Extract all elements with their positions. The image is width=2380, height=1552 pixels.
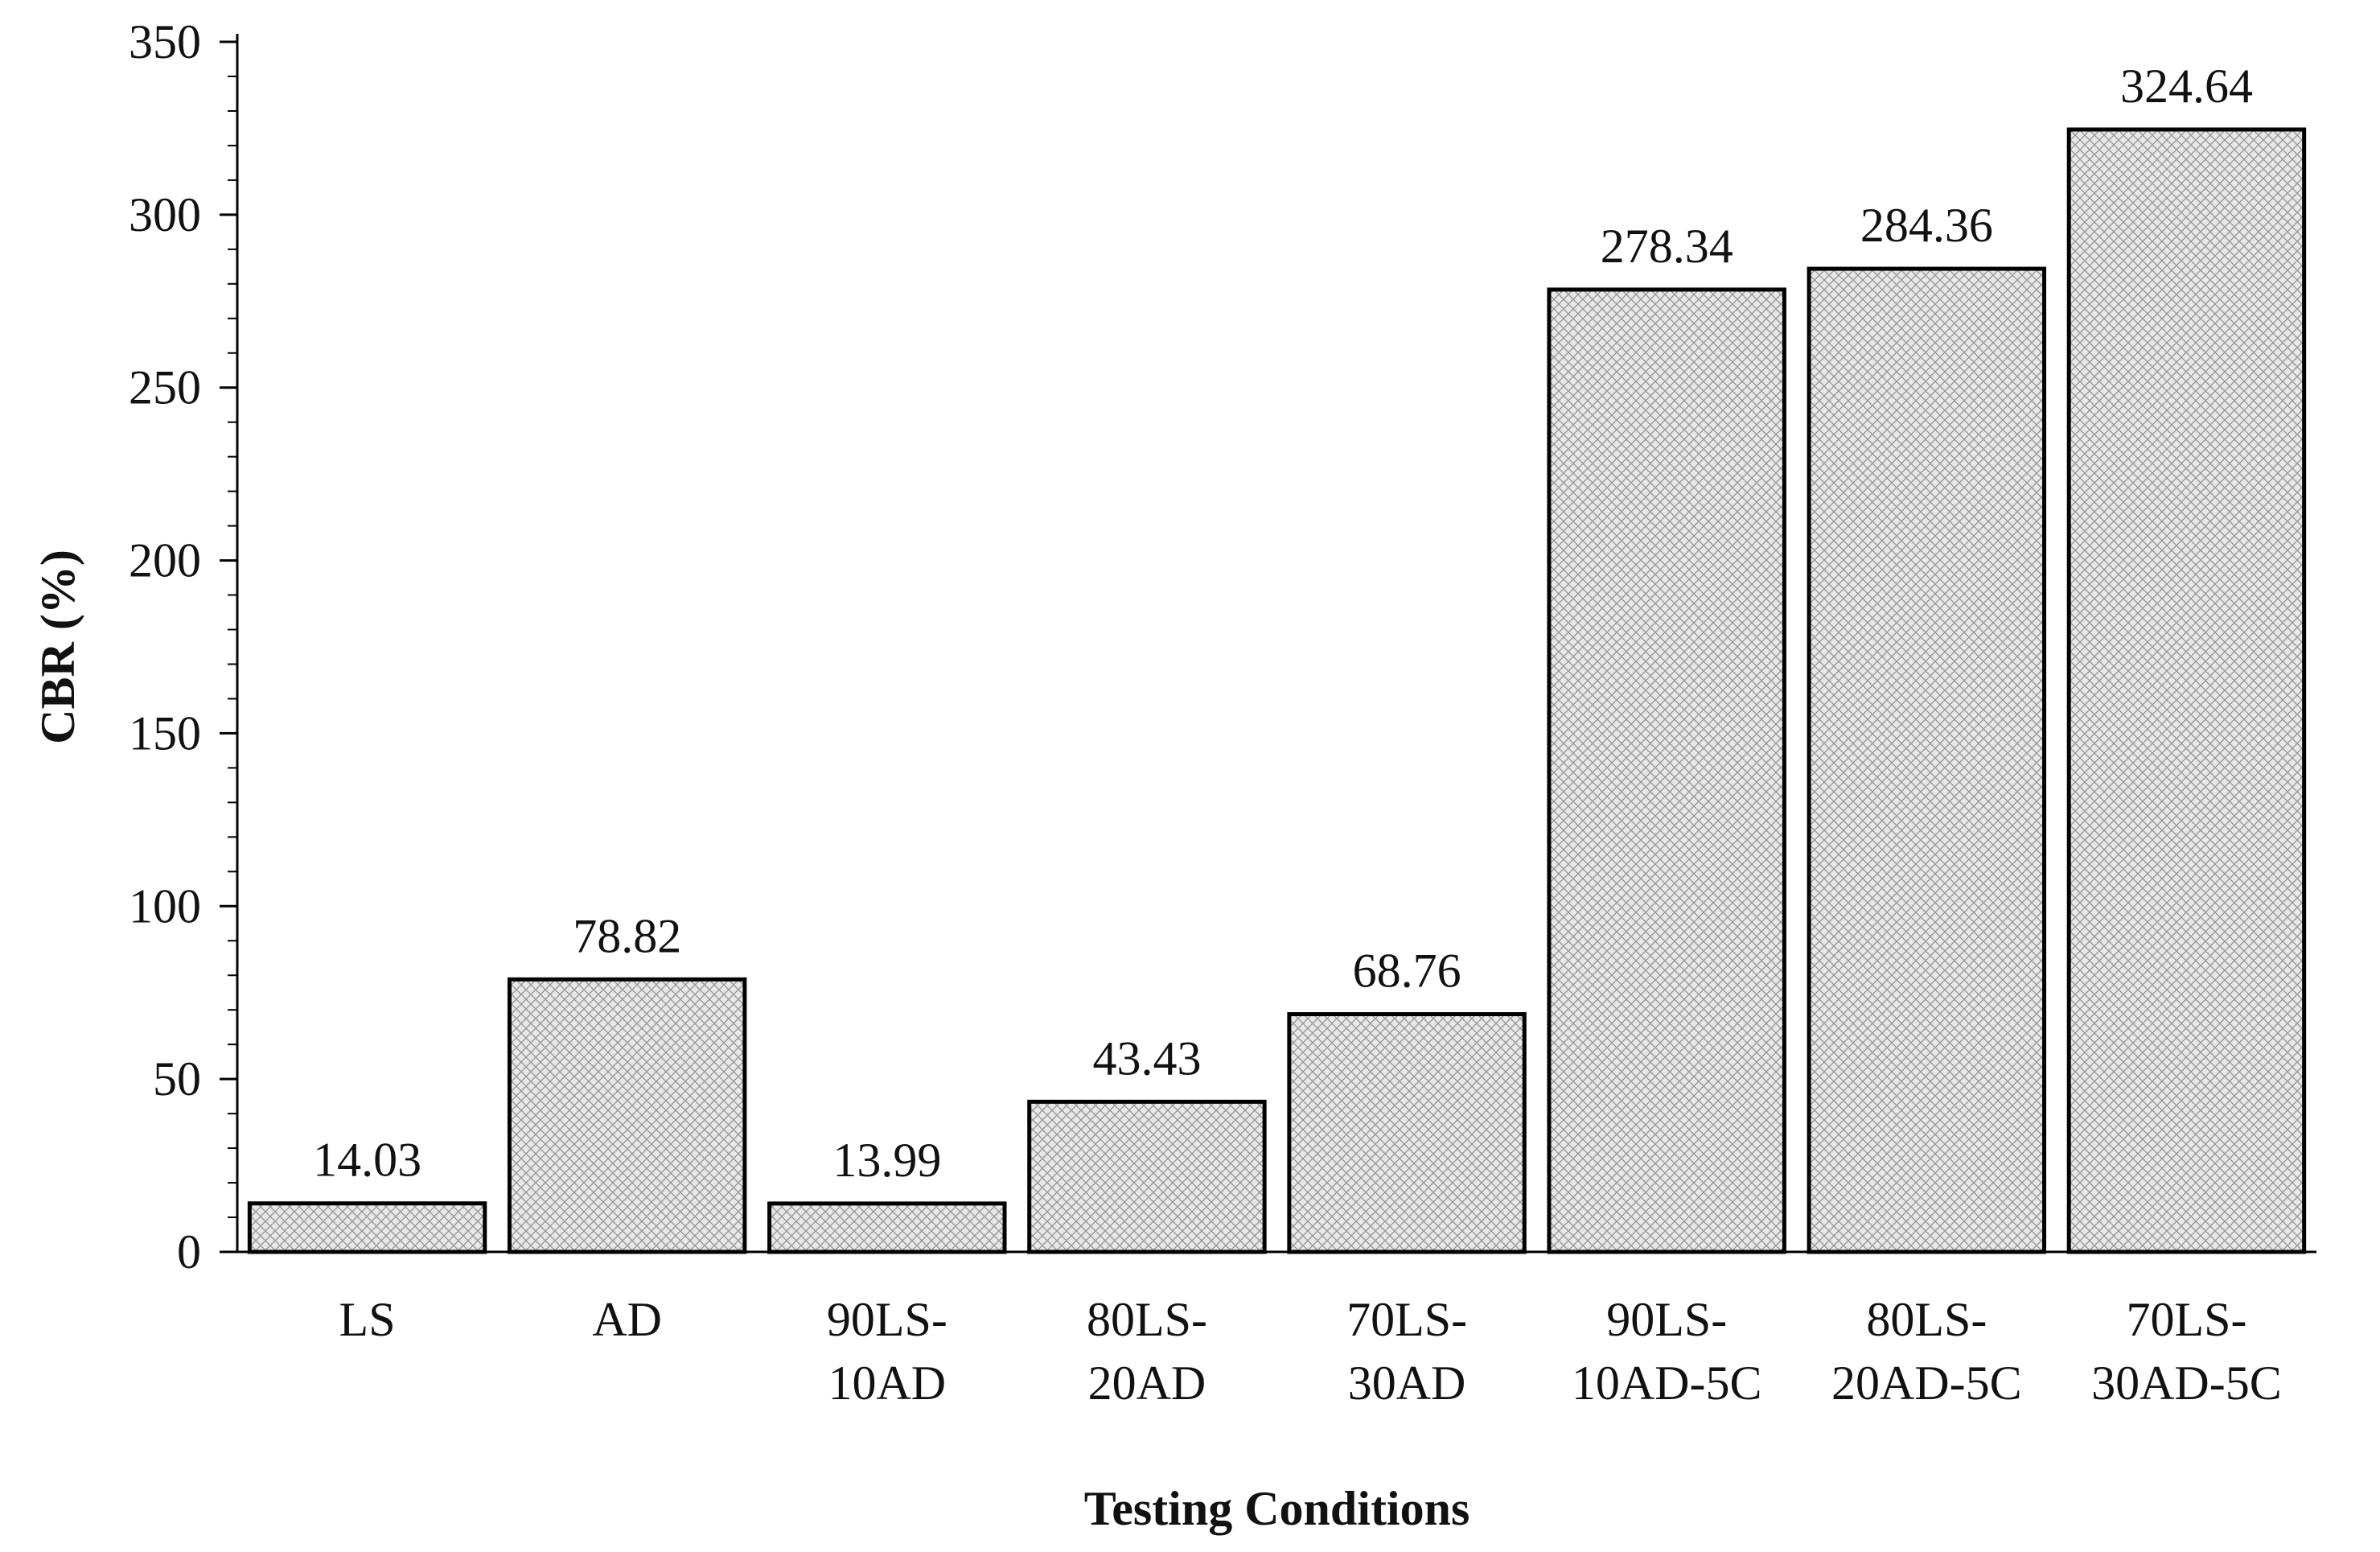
bar-6 [1547,287,1786,1254]
x-tick-label-8-line-2: 30AD-5C [2091,1356,2282,1410]
data-label-4: 43.43 [1092,1031,1201,1085]
data-label-3: 13.99 [832,1134,941,1187]
x-tick-label-5-line-1: 70LS- [1346,1293,1467,1346]
data-label-8: 324.64 [2120,60,2253,113]
y-tick-label-100: 100 [129,879,201,932]
x-tick-label-3-line-2: 10AD [828,1356,946,1410]
y-tick-label-250: 250 [129,361,201,414]
y-tick-label-50: 50 [153,1052,201,1105]
bar-5 [1287,1012,1527,1254]
y-tick-label-300: 300 [129,188,201,241]
x-axis-title: Testing Conditions [1084,1482,1470,1535]
bar-2 [507,977,747,1254]
data-label-6: 278.34 [1601,220,1733,273]
data-label-2: 78.82 [573,909,681,962]
y-tick-label-150: 150 [129,706,201,760]
x-tick-label-1-line-1: LS [339,1293,396,1346]
y-tick-label-0: 0 [177,1225,201,1278]
y-axis-title: CBR (%) [31,550,84,744]
bar-1 [247,1201,487,1254]
labels-layer: 14.03 LS 78.82 AD 13.99 90LS- 10AD 43.43 80LS- 20… [129,15,2282,1410]
bars-layer [247,127,2307,1254]
x-tick-label-3-line-1: 90LS- [827,1293,947,1346]
axis-layer [220,34,2316,1254]
x-tick-label-4-line-1: 80LS- [1087,1293,1207,1346]
y-tick-label-350: 350 [129,15,201,68]
data-label-5: 68.76 [1353,945,1461,998]
x-tick-label-7-line-2: 20AD-5C [1831,1356,2022,1410]
x-tick-label-2-line-1: AD [592,1293,662,1346]
x-tick-label-4-line-2: 20AD [1088,1356,1206,1410]
bar-3 [767,1201,1007,1254]
bar-7 [1807,266,2047,1254]
x-tick-label-6-line-1: 90LS- [1606,1293,1727,1346]
x-tick-label-8-line-1: 70LS- [2126,1293,2246,1346]
x-tick-label-5-line-2: 30AD [1348,1356,1466,1410]
x-tick-label-7-line-1: 80LS- [1866,1293,1987,1346]
y-tick-label-200: 200 [129,534,201,587]
bar-8 [2066,127,2307,1254]
bar-4 [1027,1099,1267,1254]
x-tick-label-6-line-2: 10AD-5C [1572,1356,1762,1410]
data-label-1: 14.03 [313,1134,421,1187]
data-label-7: 284.36 [1860,199,1993,252]
